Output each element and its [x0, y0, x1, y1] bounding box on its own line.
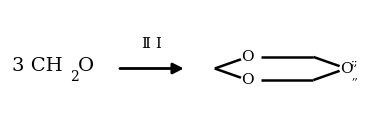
Ellipse shape: [241, 77, 255, 83]
Text: Ⅱ I: Ⅱ I: [142, 37, 162, 51]
Text: O: O: [241, 73, 254, 87]
Ellipse shape: [241, 54, 255, 60]
Text: O: O: [241, 50, 254, 64]
Text: 3 CH: 3 CH: [12, 57, 63, 75]
Text: O: O: [78, 57, 94, 75]
Text: O: O: [340, 62, 352, 75]
Ellipse shape: [339, 66, 353, 71]
Text: ;;: ;;: [351, 58, 359, 68]
Text: 2: 2: [70, 70, 79, 84]
Text: ,,: ,,: [351, 70, 358, 80]
